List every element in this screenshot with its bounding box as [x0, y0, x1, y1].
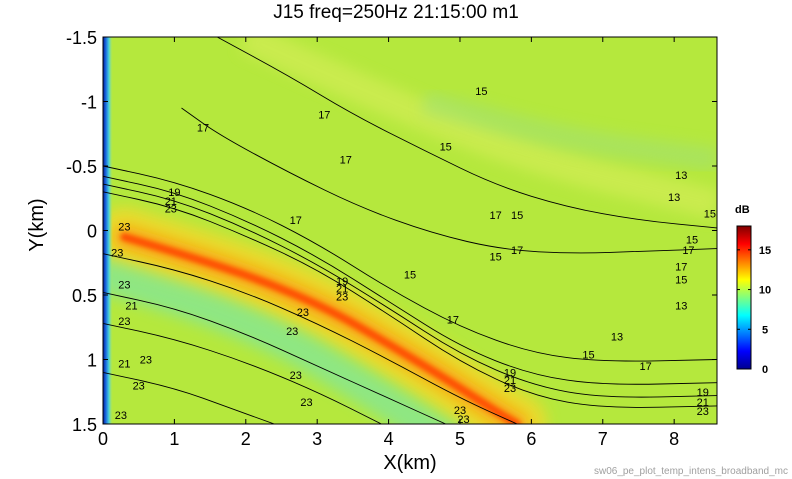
contour-label: 17 — [340, 155, 352, 167]
colorbar-label: dB — [735, 204, 750, 216]
colorbar-tick-label: 5 — [762, 324, 768, 336]
contour-line-23 — [103, 322, 382, 424]
contour-label: 13 — [675, 170, 687, 182]
colorbar-gradient — [736, 225, 752, 370]
contour-label: 15 — [490, 251, 502, 263]
contour-label: 19 — [504, 367, 516, 379]
contour-label: 23 — [454, 405, 466, 417]
contour-label: 19 — [336, 276, 348, 288]
colorbar-tick-label: 0 — [762, 364, 768, 376]
contour-label: 13 — [668, 192, 680, 204]
contour-label: 21 — [504, 375, 516, 387]
contour-label: 17 — [675, 262, 687, 274]
contour-label: 15 — [704, 209, 716, 221]
contour-label: 17 — [490, 210, 502, 222]
x-tick-label: 7 — [598, 429, 608, 449]
y-tick-label: 1.5 — [72, 415, 97, 435]
contour-label: 17 — [639, 361, 651, 373]
contour-label: 17 — [511, 245, 523, 257]
contour-label: 21 — [336, 284, 348, 296]
contour-label: 15 — [404, 269, 416, 281]
contour-label: 23 — [457, 414, 469, 426]
x-tick-label: 2 — [241, 429, 251, 449]
contour-label: 13 — [611, 331, 623, 343]
contour-label: 21 — [697, 397, 709, 409]
contour-label: 15 — [675, 275, 687, 287]
heatmap-shading — [103, 37, 717, 424]
contour-line-17 — [216, 37, 717, 229]
contour-label: 23 — [697, 406, 709, 418]
x-tick-label: 3 — [312, 429, 322, 449]
x-tick-label: 6 — [526, 429, 536, 449]
contour-label: 17 — [290, 215, 302, 227]
contour-label: 23 — [115, 410, 127, 422]
contour-label: 23 — [118, 280, 130, 292]
contour-line-21 — [103, 183, 717, 398]
colorbar-tick-label: 10 — [759, 285, 771, 297]
contour-label: 23 — [118, 222, 130, 234]
y-axis: -1.5 -1 -0.5 0 0.5 1 1.5 — [66, 28, 717, 435]
colorbar-ticks: 0 5 10 15 — [737, 245, 771, 376]
contour-label: 21 — [125, 300, 137, 312]
contour-label: 15 — [686, 235, 698, 247]
x-axis-label: X(km) — [383, 452, 437, 474]
x-tick-label: 1 — [169, 429, 179, 449]
chart-title: J15 freq=250Hz 21:15:00 m1 — [273, 2, 519, 23]
y-axis-label: Y(km) — [26, 198, 48, 252]
contour-lines — [103, 37, 717, 424]
contour-label: 17 — [197, 122, 209, 134]
contour-label: 23 — [336, 291, 348, 303]
contour-label: 15 — [582, 349, 594, 361]
contour-label: 21 — [165, 196, 177, 208]
x-tick-label: 8 — [669, 429, 679, 449]
heatmap-streak — [239, 37, 717, 220]
contour-label: 23 — [165, 204, 177, 216]
contour-label: 23 — [140, 355, 152, 367]
contour-label: 17 — [447, 315, 459, 327]
x-tick-label: 5 — [455, 429, 465, 449]
contour-label: 23 — [504, 383, 516, 395]
figure-footer: sw06_pe_plot_temp_intens_broadband_mc — [593, 466, 788, 477]
contour-line-17 — [103, 165, 717, 362]
contour-line-21 — [103, 291, 446, 424]
contour-line-23 — [103, 253, 518, 424]
contour-line-23 — [103, 371, 275, 424]
y-tick-label: 0 — [87, 222, 97, 242]
heatmap-band-core — [120, 233, 522, 424]
y-tick-label: -1 — [81, 93, 97, 113]
contour-label: 15 — [475, 86, 487, 98]
contour-label: 23 — [133, 380, 145, 392]
colorbar-tick-label: 15 — [759, 245, 771, 257]
x-tick-label: 4 — [384, 429, 394, 449]
contour-label: 15 — [440, 142, 452, 154]
contour-label: 23 — [297, 307, 309, 319]
y-tick-label: -1.5 — [66, 28, 97, 48]
contour-label: 15 — [511, 210, 523, 222]
contour-label: 19 — [697, 387, 709, 399]
contour-label: 19 — [168, 187, 180, 199]
y-tick-label: 0.5 — [72, 286, 97, 306]
y-tick-label: 1 — [87, 351, 97, 371]
contour-label: 23 — [290, 370, 302, 382]
contour-label: 23 — [111, 247, 123, 259]
contour-line-19 — [103, 175, 717, 385]
heatmap-shadow — [103, 257, 455, 424]
contour-line-17 — [181, 107, 717, 254]
heatmap-streak — [421, 89, 717, 172]
x-tick-label: 0 — [98, 429, 108, 449]
y-tick-label: -0.5 — [66, 157, 97, 177]
contour-label: 17 — [682, 245, 694, 257]
contour-label: 13 — [675, 300, 687, 312]
contour-label: 17 — [318, 109, 330, 121]
contour-label: 23 — [300, 397, 312, 409]
colorbar: 0 5 10 15 — [736, 225, 771, 376]
contour-label: 21 — [118, 358, 130, 370]
contour-label: 23 — [118, 316, 130, 328]
contour-label: 23 — [286, 326, 298, 338]
contour-line-23 — [103, 191, 717, 408]
